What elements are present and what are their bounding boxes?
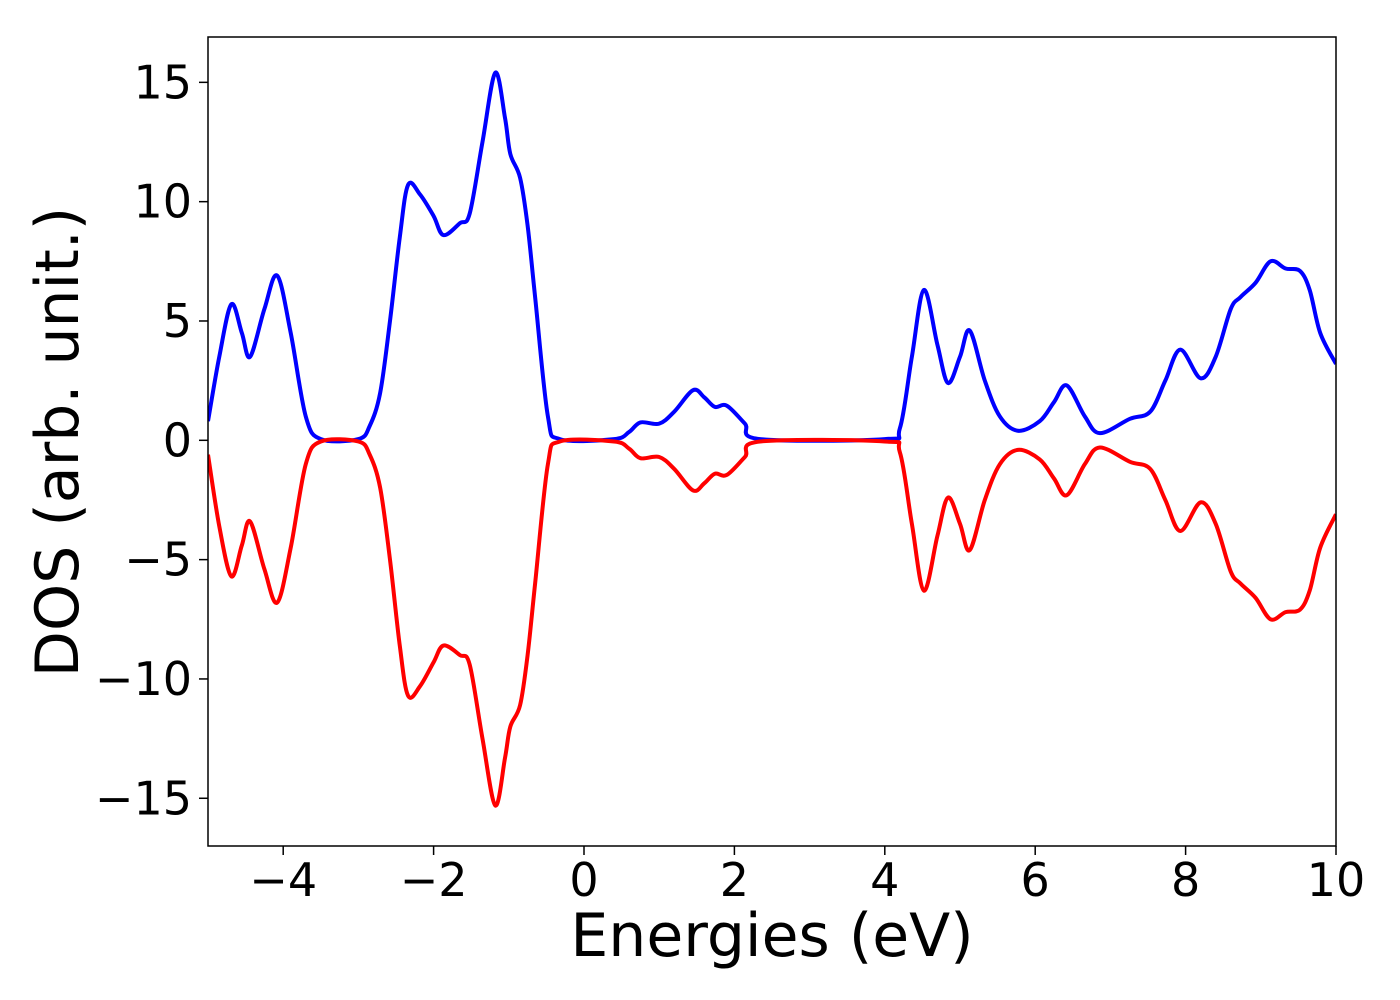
dos-line xyxy=(208,70,1336,444)
x-tick-label: 6 xyxy=(1021,853,1050,907)
y-tick-label: 10 xyxy=(133,175,192,229)
y-tick-label: 5 xyxy=(163,294,192,348)
plot-frame xyxy=(207,36,1337,847)
x-tick-label: 10 xyxy=(1307,853,1366,907)
x-axis-label: Energies (eV) xyxy=(570,901,973,971)
y-tick-label: 15 xyxy=(133,55,192,109)
y-tick-label: 0 xyxy=(163,413,192,467)
x-tick-label: 4 xyxy=(870,853,899,907)
x-tick-label: 0 xyxy=(569,853,598,907)
x-tick-label: 2 xyxy=(720,853,749,907)
y-tick-label: −5 xyxy=(124,533,192,587)
dos-line xyxy=(208,437,1336,808)
x-tick-label: −2 xyxy=(400,853,468,907)
y-tick-label: −15 xyxy=(95,771,192,825)
y-tick-label: −10 xyxy=(95,652,192,706)
x-tick-label: 8 xyxy=(1171,853,1200,907)
y-axis-label: DOS (arb. unit.) xyxy=(23,207,93,677)
x-tick-label: −4 xyxy=(249,853,317,907)
